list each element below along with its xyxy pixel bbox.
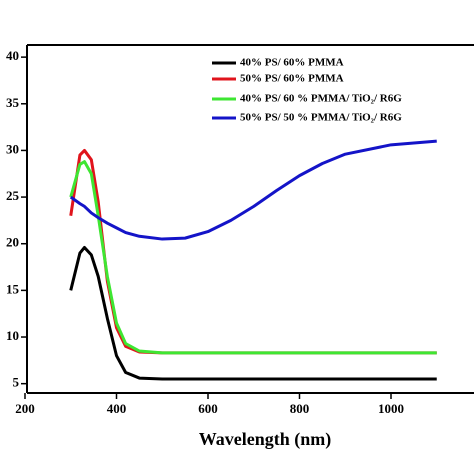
- y-tick-label: 10: [6, 328, 19, 343]
- y-tick-label: 30: [6, 141, 19, 156]
- line-series: [69, 139, 437, 241]
- legend-label: 50% PS/ 60% PMMA: [240, 73, 344, 85]
- line-series: [69, 160, 437, 355]
- legend-label: 50% PS/ 50 % PMMA/ TiO₂/ R6G: [240, 112, 402, 124]
- y-tick-label: 15: [6, 281, 20, 296]
- x-axis-label: Wavelength (nm): [199, 429, 332, 450]
- x-tick-label: 400: [107, 401, 127, 416]
- x-tick-label: 800: [290, 401, 310, 416]
- x-tick-label: 200: [15, 401, 35, 416]
- line-series: [69, 245, 437, 381]
- y-tick-label: 40: [6, 48, 19, 63]
- legend-label: 40% PS/ 60% PMMA: [240, 57, 344, 69]
- legend-label: 40% PS/ 60 % PMMA/ TiO₂/ R6G: [240, 93, 402, 105]
- x-tick-label: 1000: [378, 401, 404, 416]
- line-series: [69, 148, 437, 355]
- y-tick-label: 20: [6, 235, 19, 250]
- y-tick-label: 25: [6, 188, 20, 203]
- y-tick-label: 35: [6, 95, 20, 110]
- y-tick-label: 5: [13, 375, 20, 390]
- x-tick-label: 600: [198, 401, 218, 416]
